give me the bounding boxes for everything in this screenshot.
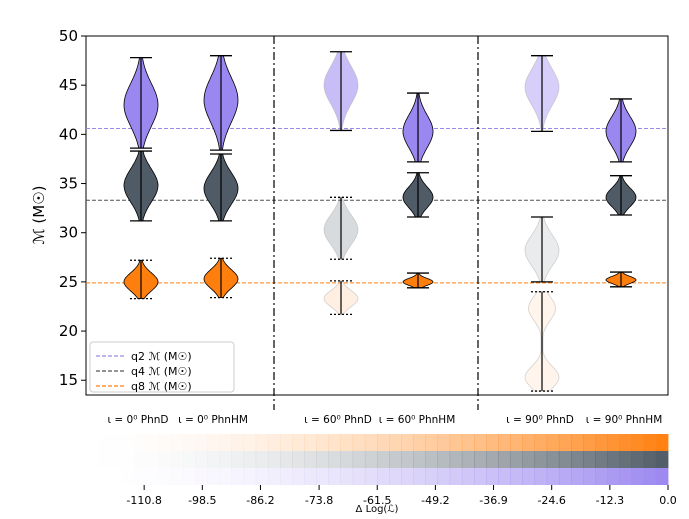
x-label-4: ι = 60⁰ PhnHM <box>379 414 456 426</box>
colorbar-tick-label: -86.2 <box>246 494 274 507</box>
x-label-5: ι = 90⁰ PhnD <box>506 414 574 426</box>
y-axis: 15 20 25 30 35 40 45 50 <box>59 27 86 389</box>
violin-q8-4 <box>402 272 434 289</box>
violin-q4-3 <box>323 196 359 260</box>
legend: q2 ℳ (M☉) q4 ℳ (M☉) q8 ℳ (M☉) <box>89 341 235 393</box>
colorbar-tick-label: -73.8 <box>305 494 333 507</box>
violin-q8-3 <box>323 280 359 315</box>
violin-q2-4 <box>402 92 434 163</box>
colorbar-tick-label: -24.6 <box>537 494 565 507</box>
colorbar-row-2 <box>183 451 669 468</box>
colorbar: -110.8 -98.5 -86.2 -73.8 -61.5 -49.2 -36.9 -24.… <box>126 434 677 515</box>
colorbar-tick-label: -12.3 <box>596 494 624 507</box>
legend-label-q4: q4 ℳ (M☉) <box>131 365 192 378</box>
y-tick-label: 20 <box>59 322 78 340</box>
colorbar-tick-label: -110.8 <box>126 494 161 507</box>
y-tick-label: 45 <box>59 76 78 94</box>
violins <box>123 51 637 392</box>
violin-q2-2 <box>203 55 239 151</box>
group-separators <box>273 36 479 410</box>
x-label-6: ι = 90⁰ PhnHM <box>586 414 663 426</box>
colorbar-tick-label: -36.9 <box>479 494 507 507</box>
violin-q2-5 <box>524 55 560 133</box>
x-label-2: ι = 0⁰ PhnHM <box>178 414 248 426</box>
colorbar-row-1 <box>183 434 669 451</box>
y-tick-label: 25 <box>59 273 78 291</box>
violin-q2-6 <box>605 98 637 163</box>
violin-q4-5 <box>524 216 560 283</box>
colorbar-tick-label: -49.2 <box>421 494 449 507</box>
violin-q4-6 <box>605 175 637 216</box>
colorbar-tick-label: -98.5 <box>188 494 216 507</box>
y-axis-label: ℳ (M☉) <box>30 186 48 245</box>
violin-q8-5 <box>524 291 560 392</box>
colorbar-row-3 <box>183 468 669 485</box>
colorbar-tick-label: -61.5 <box>363 494 391 507</box>
plot-frame <box>85 35 669 396</box>
colorbar-label: Δ Log(ℒ) <box>356 504 399 515</box>
x-axis-labels: ι = 0⁰ PhnD ι = 0⁰ PhnHM ι = 60⁰ PhnD ι = 6… <box>108 414 663 426</box>
violin-q8-1 <box>123 259 159 300</box>
violin-q8-6 <box>605 271 637 288</box>
y-tick-label: 15 <box>59 371 78 389</box>
violin-q2-1 <box>123 56 159 149</box>
legend-label-q2: q2 ℳ (M☉) <box>131 350 192 363</box>
x-label-3: ι = 60⁰ PhnD <box>304 414 372 426</box>
legend-box <box>89 341 235 393</box>
y-tick-label: 40 <box>59 125 78 143</box>
violin-q4-1 <box>123 150 159 222</box>
violin-q2-3 <box>323 51 359 132</box>
y-tick-label: 30 <box>59 224 78 242</box>
y-tick-label: 35 <box>59 175 78 193</box>
reference-lines <box>86 127 668 284</box>
violin-q8-2 <box>203 257 239 299</box>
violin-q4-4 <box>402 172 434 218</box>
x-label-1: ι = 0⁰ PhnD <box>108 414 169 426</box>
colorbar-tick-label: 0.0 <box>659 494 677 507</box>
y-tick-label: 50 <box>59 27 78 45</box>
violin-q4-2 <box>203 153 239 222</box>
legend-label-q8: q8 ℳ (M☉) <box>131 380 192 393</box>
